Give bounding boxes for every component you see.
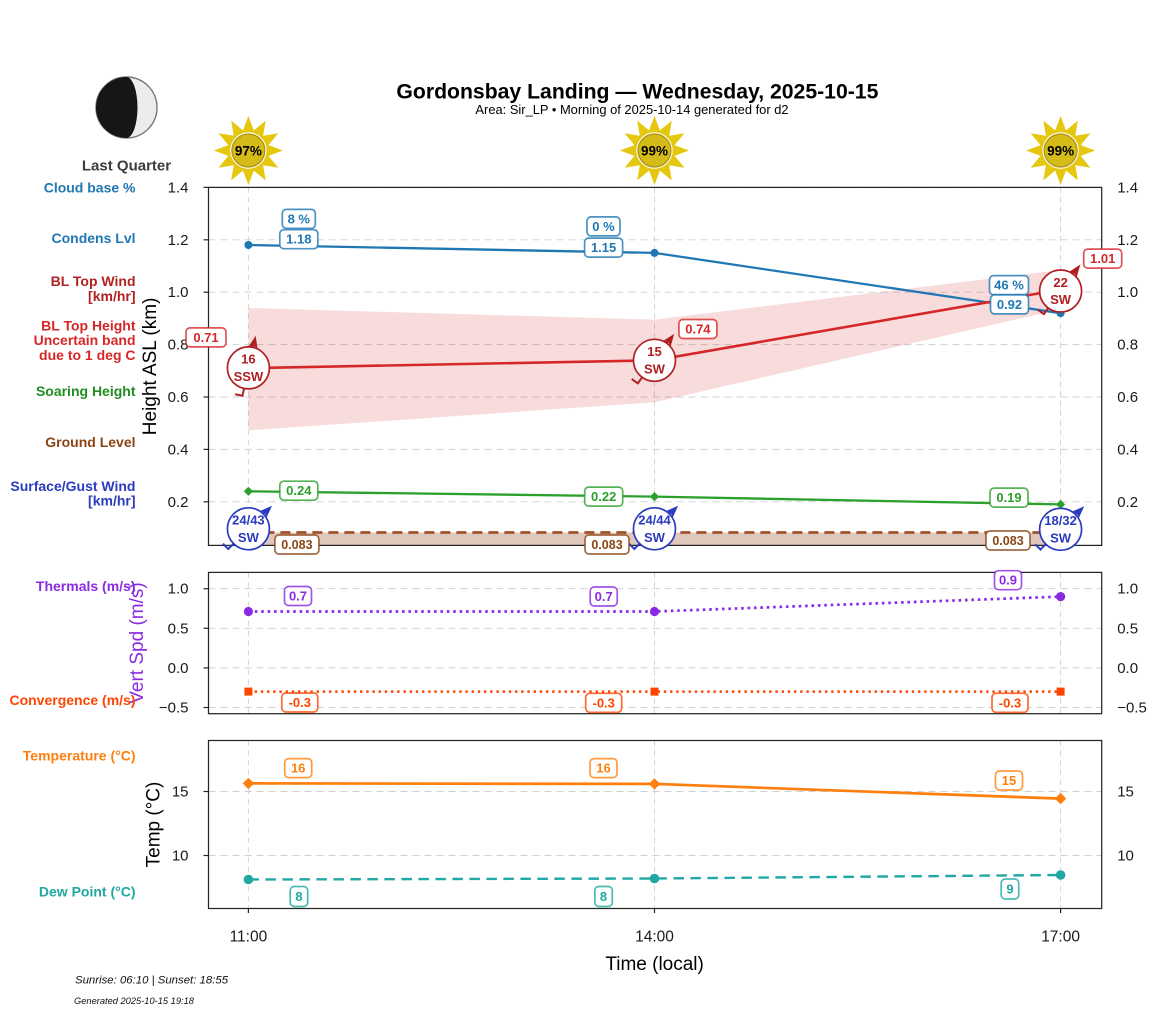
svg-text:0.7: 0.7	[289, 589, 307, 604]
svg-text:0.74: 0.74	[685, 322, 711, 337]
svg-text:Height ASL (km): Height ASL (km)	[140, 298, 161, 436]
svg-text:1.4: 1.4	[1117, 179, 1138, 196]
svg-text:SW: SW	[644, 530, 666, 545]
svg-text:8 %: 8 %	[288, 211, 311, 226]
svg-text:0.4: 0.4	[1117, 441, 1138, 458]
svg-text:BL Top Wind: BL Top Wind	[51, 273, 136, 289]
svg-text:0.22: 0.22	[591, 489, 616, 504]
svg-text:-0.3: -0.3	[592, 695, 614, 710]
svg-text:Soaring Height: Soaring Height	[36, 383, 136, 399]
svg-text:15: 15	[647, 344, 661, 359]
svg-text:10: 10	[172, 848, 189, 865]
svg-text:15: 15	[172, 784, 189, 801]
svg-text:1.0: 1.0	[168, 284, 189, 301]
svg-text:1.15: 1.15	[591, 240, 616, 255]
svg-text:Temp (°C): Temp (°C)	[144, 782, 165, 868]
svg-text:24/43: 24/43	[232, 513, 265, 528]
svg-text:0.083: 0.083	[992, 534, 1023, 548]
svg-text:0.9: 0.9	[999, 573, 1017, 588]
svg-text:16: 16	[241, 352, 255, 367]
svg-text:Dew Point (°C): Dew Point (°C)	[39, 884, 136, 900]
svg-text:1.0: 1.0	[1117, 284, 1138, 301]
svg-text:SW: SW	[644, 362, 666, 377]
svg-text:1.2: 1.2	[1117, 232, 1138, 249]
svg-text:0.083: 0.083	[281, 538, 312, 552]
svg-text:Last Quarter: Last Quarter	[82, 158, 171, 175]
svg-text:0.2: 0.2	[1117, 494, 1138, 511]
svg-text:Surface/Gust Wind: Surface/Gust Wind	[10, 478, 135, 494]
svg-text:14:00: 14:00	[635, 929, 674, 946]
svg-text:15: 15	[1002, 773, 1016, 788]
svg-text:1.2: 1.2	[168, 232, 189, 249]
svg-text:99%: 99%	[1047, 144, 1074, 159]
svg-text:0.8: 0.8	[168, 337, 189, 354]
svg-text:99%: 99%	[641, 144, 668, 159]
svg-text:22: 22	[1053, 275, 1067, 290]
svg-text:SSW: SSW	[234, 369, 264, 384]
svg-text:-0.3: -0.3	[999, 695, 1021, 710]
svg-text:Convergence (m/s): Convergence (m/s)	[9, 692, 135, 708]
svg-text:0.0: 0.0	[1117, 660, 1138, 677]
svg-text:1.4: 1.4	[168, 179, 189, 196]
svg-text:17:00: 17:00	[1041, 929, 1080, 946]
svg-text:97%: 97%	[235, 144, 262, 159]
svg-text:Sunrise: 06:10 | Sunset: 18:55: Sunrise: 06:10 | Sunset: 18:55	[75, 975, 229, 987]
svg-text:SW: SW	[238, 530, 260, 545]
svg-text:-0.3: -0.3	[289, 695, 311, 710]
svg-text:SW: SW	[1050, 292, 1072, 307]
svg-text:15: 15	[1117, 784, 1134, 801]
svg-text:Condens Lvl: Condens Lvl	[51, 230, 135, 246]
svg-text:Generated 2025-10-15 19:18: Generated 2025-10-15 19:18	[74, 996, 195, 1006]
svg-text:9: 9	[1006, 882, 1013, 897]
svg-text:0.2: 0.2	[168, 494, 189, 511]
svg-text:0.6: 0.6	[168, 389, 189, 406]
svg-text:1.18: 1.18	[286, 232, 311, 247]
svg-text:0.0: 0.0	[168, 660, 189, 677]
svg-text:SW: SW	[1050, 531, 1072, 546]
svg-text:Time (local): Time (local)	[605, 954, 704, 975]
svg-text:11:00: 11:00	[230, 929, 268, 946]
svg-text:0.5: 0.5	[168, 620, 189, 637]
svg-text:Vert Spd (m/s): Vert Spd (m/s)	[127, 582, 148, 703]
svg-text:0.92: 0.92	[997, 297, 1022, 312]
svg-text:24/44: 24/44	[638, 513, 671, 528]
svg-text:0.24: 0.24	[286, 483, 312, 498]
svg-text:Cloud base %: Cloud base %	[44, 180, 136, 196]
svg-text:46 %: 46 %	[994, 278, 1024, 293]
svg-text:8: 8	[600, 889, 607, 904]
svg-text:Gordonsbay Landing — Wednesday: Gordonsbay Landing — Wednesday, 2025-10-…	[396, 81, 878, 104]
svg-text:0.6: 0.6	[1117, 389, 1138, 406]
svg-text:0.8: 0.8	[1117, 337, 1138, 354]
svg-text:[km/hr]: [km/hr]	[88, 493, 135, 509]
svg-text:10: 10	[1117, 848, 1134, 865]
svg-text:0.5: 0.5	[1117, 620, 1138, 637]
svg-text:0 %: 0 %	[592, 219, 615, 234]
svg-text:8: 8	[295, 889, 302, 904]
svg-text:16: 16	[596, 761, 610, 776]
svg-text:Ground Level: Ground Level	[45, 434, 135, 450]
svg-text:Temperature (°C): Temperature (°C)	[23, 748, 136, 764]
svg-text:0.4: 0.4	[168, 441, 189, 458]
svg-text:18/32: 18/32	[1044, 513, 1077, 528]
svg-text:due to 1 deg C: due to 1 deg C	[39, 347, 135, 363]
svg-text:[km/hr]: [km/hr]	[88, 288, 135, 304]
svg-text:−0.5: −0.5	[159, 700, 189, 717]
svg-text:0.19: 0.19	[996, 490, 1021, 505]
svg-text:Area: Sir_LP • Morning of 2025: Area: Sir_LP • Morning of 2025-10-14 gen…	[475, 102, 788, 117]
svg-text:−0.5: −0.5	[1117, 700, 1147, 717]
svg-text:0.71: 0.71	[193, 330, 218, 345]
svg-text:Thermals (m/s): Thermals (m/s)	[36, 578, 136, 594]
svg-text:16: 16	[291, 761, 305, 776]
svg-text:1.0: 1.0	[168, 581, 189, 598]
svg-text:0.7: 0.7	[595, 589, 613, 604]
svg-text:Uncertain band: Uncertain band	[34, 332, 136, 348]
svg-text:1.01: 1.01	[1090, 251, 1115, 266]
svg-text:0.083: 0.083	[591, 538, 622, 552]
svg-text:BL Top Height: BL Top Height	[41, 317, 136, 333]
svg-text:1.0: 1.0	[1117, 581, 1138, 598]
